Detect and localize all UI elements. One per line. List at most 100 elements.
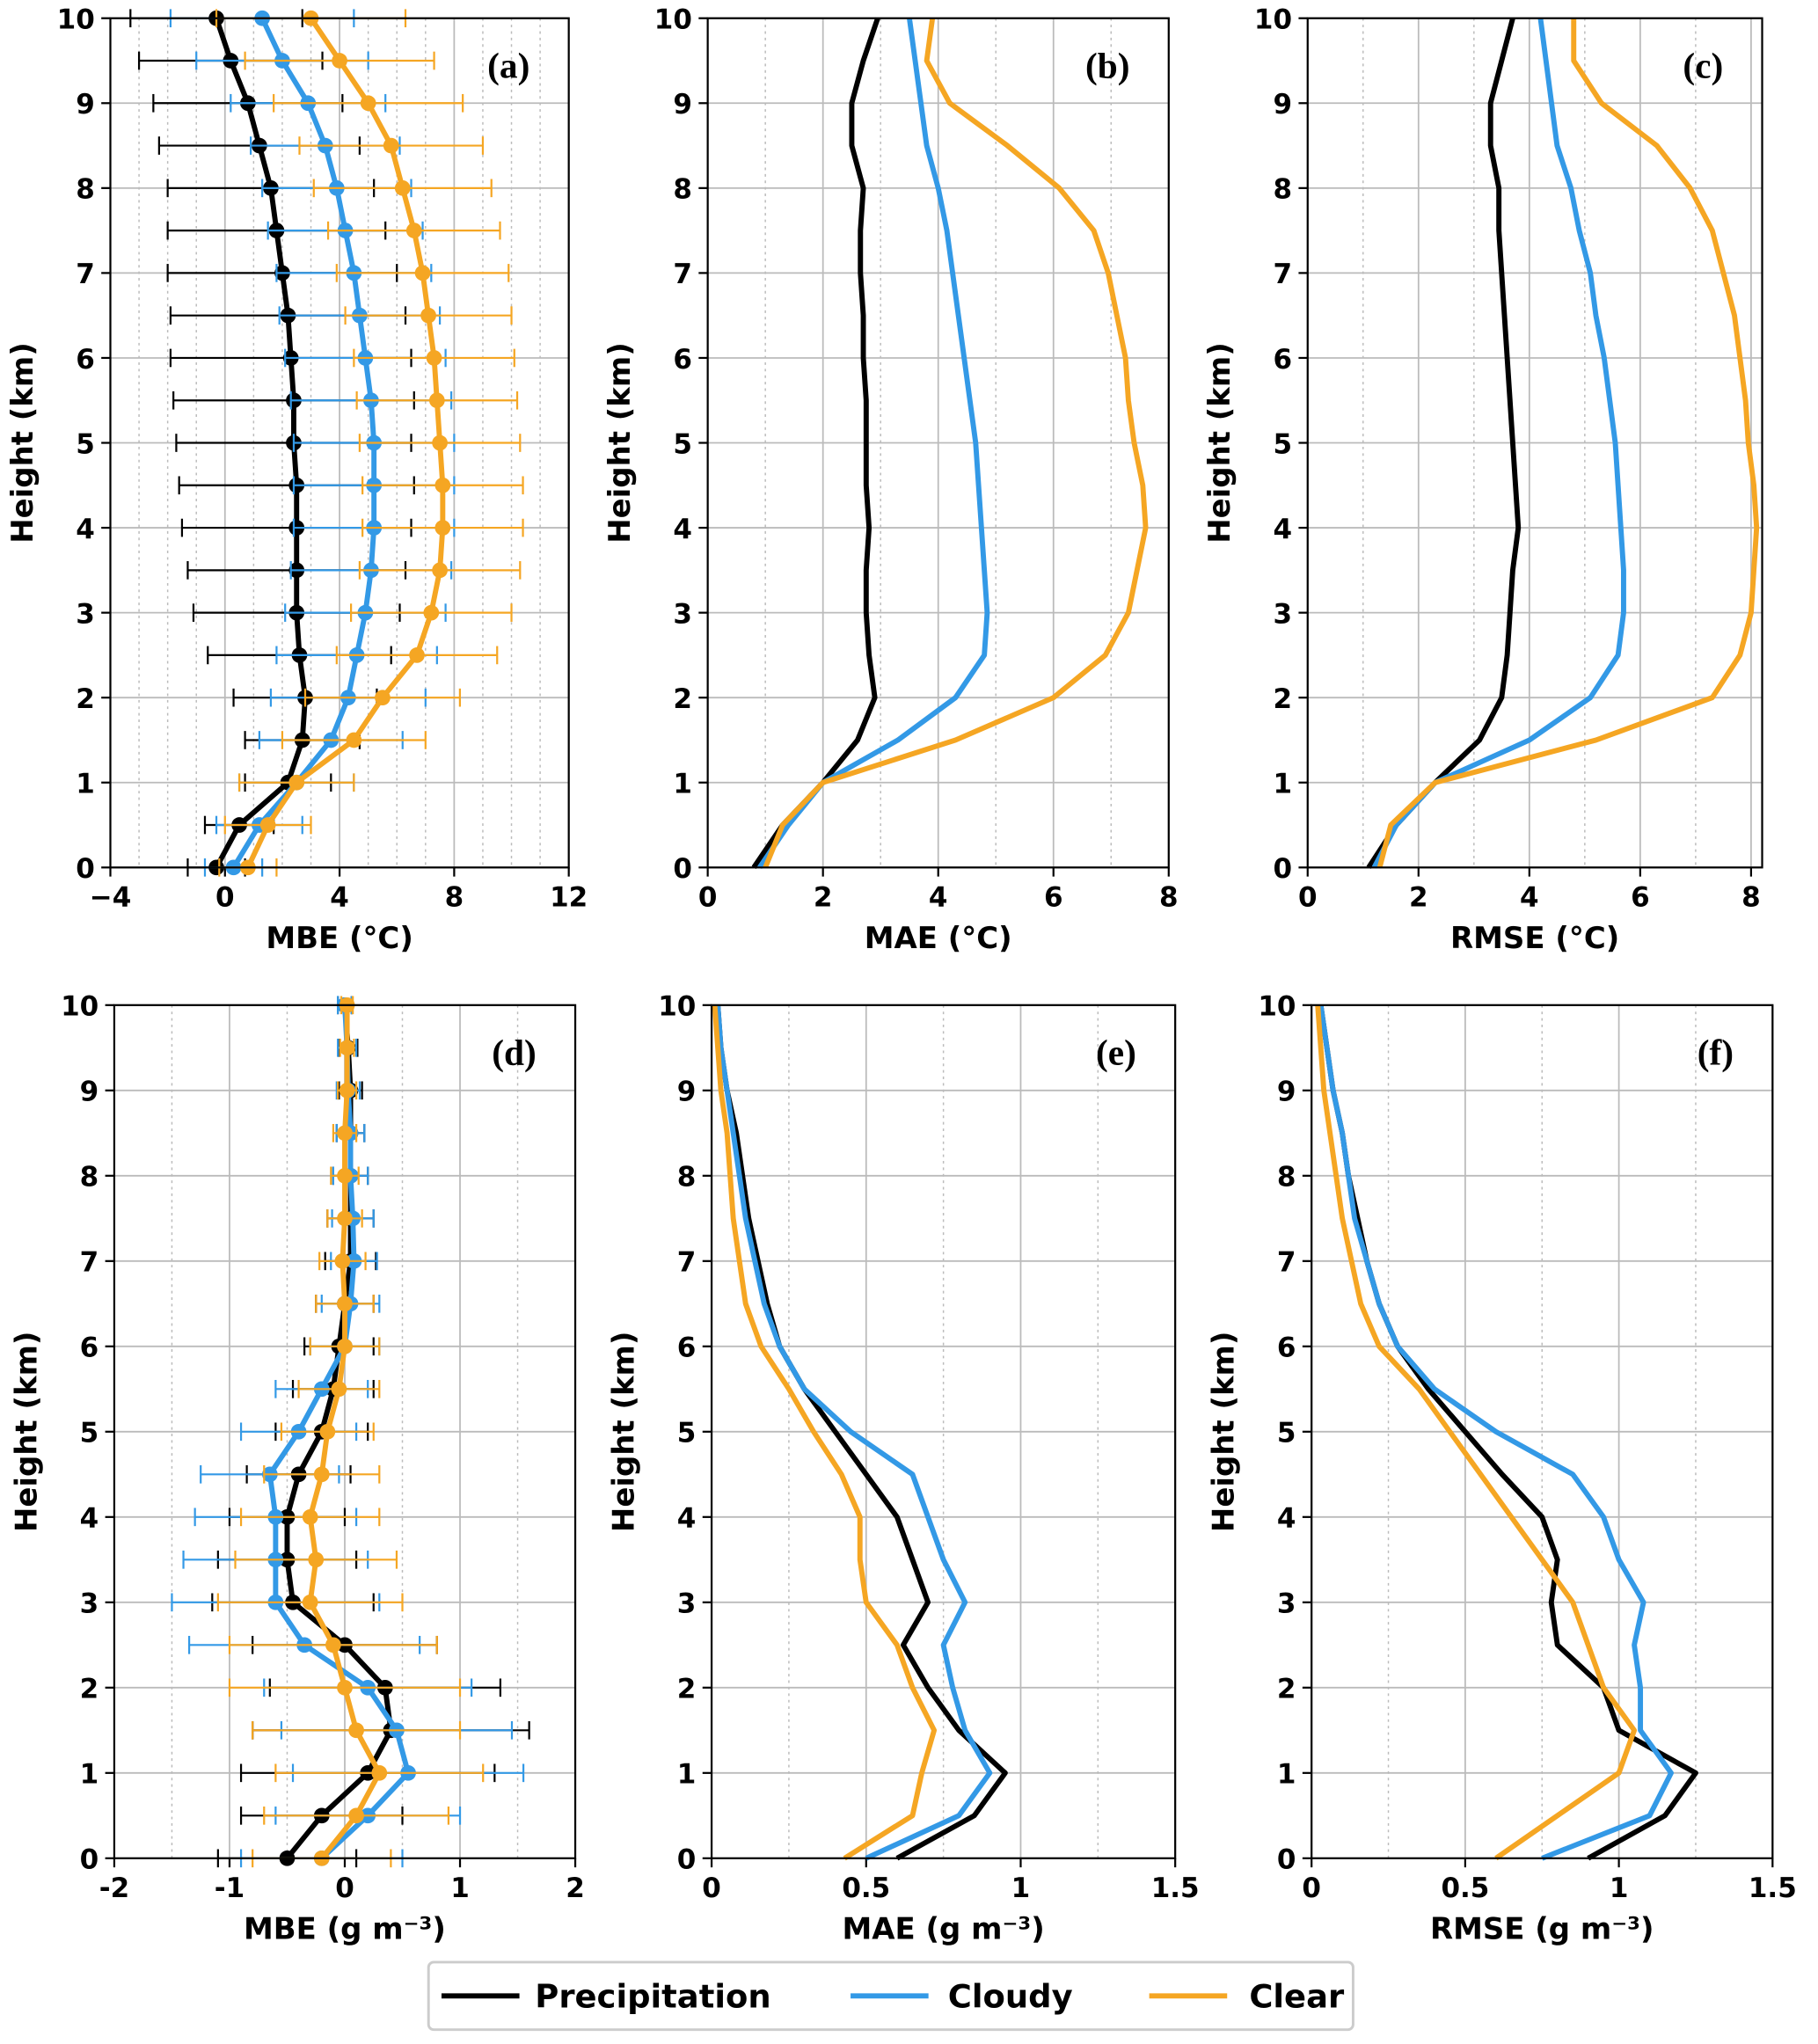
series-line <box>1315 1004 1638 1861</box>
y-tick-label: 3 <box>80 1588 99 1620</box>
x-tick-label: 0 <box>1298 882 1318 914</box>
x-tick-label: 8 <box>1159 882 1179 914</box>
x-tick-label: 8 <box>1741 882 1761 914</box>
y-tick-label: 7 <box>80 1247 99 1279</box>
y-axis-label: Height (km) <box>606 1332 641 1533</box>
marker <box>426 350 442 366</box>
marker <box>346 732 362 748</box>
y-tick-label: 7 <box>1277 1247 1296 1279</box>
x-axis-label: MAE (g m⁻³) <box>842 1911 1044 1946</box>
y-tick-label: 5 <box>677 1418 697 1449</box>
series-line <box>715 1004 993 1861</box>
y-tick-label: 3 <box>1277 1588 1296 1620</box>
x-axis-label: MBE (g m⁻³) <box>244 1911 446 1946</box>
y-tick-label: 6 <box>673 344 692 376</box>
y-tick-label: 8 <box>677 1162 697 1194</box>
marker <box>383 137 399 154</box>
panel-label: (c) <box>1683 46 1723 87</box>
marker <box>337 1167 353 1184</box>
y-tick-label: 3 <box>677 1588 697 1620</box>
marker <box>432 562 448 579</box>
panel-label: (e) <box>1096 1033 1136 1074</box>
series-line <box>757 18 990 869</box>
y-tick-label: 3 <box>673 598 692 630</box>
x-tick-label: 0 <box>1302 1872 1321 1904</box>
marker <box>348 1722 364 1739</box>
y-tick-label: 1 <box>76 769 95 800</box>
x-tick-label: 1.5 <box>1749 1872 1797 1904</box>
marker <box>337 1338 353 1354</box>
y-tick-label: 9 <box>1273 89 1292 120</box>
x-tick-label: −4 <box>90 882 132 914</box>
marker <box>423 604 440 621</box>
plot-frame <box>710 1004 1177 1859</box>
plot-frame <box>1306 17 1763 869</box>
y-tick-label: 10 <box>1258 991 1296 1023</box>
y-axis-label: Height (km) <box>5 342 40 543</box>
y-tick-label: 9 <box>76 89 95 120</box>
y-tick-label: 2 <box>1273 683 1292 715</box>
panel-label: (b) <box>1085 46 1130 87</box>
x-tick-label: -1 <box>215 1872 245 1904</box>
marker <box>348 1807 364 1824</box>
x-tick-label: 6 <box>1631 882 1650 914</box>
x-axis-label: MBE (°C) <box>266 921 413 956</box>
x-axis-label: RMSE (g m⁻³) <box>1430 1911 1654 1946</box>
y-axis-label: Height (km) <box>602 342 638 543</box>
y-tick-label: 4 <box>673 514 692 545</box>
y-tick-label: 5 <box>673 428 692 460</box>
marker <box>434 477 451 493</box>
marker <box>319 1423 336 1440</box>
series-line <box>1318 1004 1674 1861</box>
x-tick-label: -2 <box>99 1872 129 1904</box>
y-tick-label: 8 <box>80 1162 99 1194</box>
y-tick-label: 8 <box>76 174 95 206</box>
y-tick-label: 5 <box>80 1418 99 1449</box>
y-tick-label: 7 <box>677 1247 697 1279</box>
marker <box>371 1764 388 1781</box>
x-tick-label: 8 <box>445 882 464 914</box>
series-line <box>763 18 1149 869</box>
y-tick-label: 8 <box>673 174 692 206</box>
marker <box>339 1040 355 1056</box>
y-tick-label: 3 <box>1273 598 1292 630</box>
marker <box>313 1466 330 1483</box>
x-tick-label: 2 <box>814 882 833 914</box>
y-tick-label: 10 <box>654 4 692 36</box>
y-tick-label: 9 <box>1277 1077 1296 1108</box>
y-tick-label: 6 <box>76 344 95 376</box>
plot-frame <box>706 17 1170 869</box>
y-tick-label: 4 <box>80 1503 99 1535</box>
y-tick-label: 2 <box>1277 1674 1296 1705</box>
marker <box>339 1082 355 1099</box>
panel-label: (d) <box>492 1033 537 1074</box>
y-tick-label: 4 <box>677 1503 697 1535</box>
series-line <box>1371 18 1626 869</box>
y-tick-label: 2 <box>673 683 692 715</box>
y-tick-label: 0 <box>673 853 692 885</box>
y-tick-label: 6 <box>1277 1332 1296 1364</box>
y-tick-label: 1 <box>80 1759 99 1791</box>
x-tick-label: 0 <box>215 882 235 914</box>
y-tick-label: 2 <box>80 1674 99 1705</box>
y-axis-label: Height (km) <box>1207 1332 1242 1532</box>
y-tick-label: 10 <box>658 991 696 1023</box>
plot-frame <box>113 1004 577 1859</box>
y-axis-label: Height (km) <box>1202 342 1238 544</box>
y-tick-label: 3 <box>76 598 95 630</box>
x-tick-label: 4 <box>929 882 948 914</box>
marker <box>414 265 431 281</box>
x-tick-label: 1 <box>450 1872 470 1904</box>
x-tick-label: 1 <box>1011 1872 1031 1904</box>
x-tick-label: 0 <box>702 1872 721 1904</box>
marker <box>428 392 445 409</box>
marker <box>325 1637 341 1653</box>
series-line <box>751 17 880 869</box>
y-tick-label: 0 <box>677 1844 697 1876</box>
y-tick-label: 7 <box>1273 259 1292 290</box>
plot-frame <box>109 17 570 869</box>
y-tick-label: 1 <box>1277 1759 1296 1791</box>
x-tick-label: 0.5 <box>1441 1872 1489 1904</box>
y-tick-label: 9 <box>677 1077 697 1108</box>
